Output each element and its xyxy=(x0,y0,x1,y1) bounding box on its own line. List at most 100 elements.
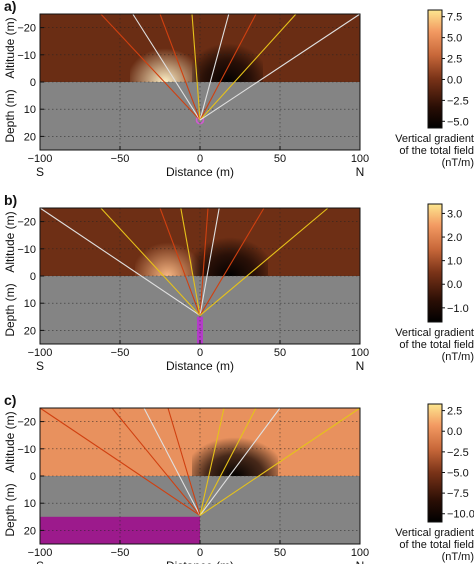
y-axis-label-depth: Depth (m) xyxy=(3,483,17,536)
x-tick-label: −100 xyxy=(28,153,53,165)
ray-line xyxy=(199,407,225,516)
x-tick-label: 100 xyxy=(351,547,369,559)
ray-line xyxy=(111,407,201,516)
ray-line xyxy=(199,207,209,316)
ray-line xyxy=(199,13,297,121)
y-tick-label: 0 xyxy=(30,471,36,483)
colorbar xyxy=(427,203,443,323)
x-tick-label: 0 xyxy=(197,547,203,559)
colorbar xyxy=(427,9,443,129)
x-tick-label: 0 xyxy=(197,347,203,359)
ray-line xyxy=(100,207,201,316)
y-tick-label: −10 xyxy=(17,444,36,456)
colorbar-label: of the total field xyxy=(399,145,474,157)
y-axis-label-altitude: Altitude (m) xyxy=(3,211,17,272)
direction-north: N xyxy=(356,165,365,179)
colorbar-tick-label: 2.5 xyxy=(447,54,462,66)
ray-line xyxy=(199,13,257,121)
x-axis-label: Distance (m) xyxy=(166,559,234,564)
panel-label: a) xyxy=(4,0,16,14)
ray-line xyxy=(180,207,201,316)
colorbar-tick-label: −2.5 xyxy=(447,447,469,459)
y-axis-label-depth: Depth (m) xyxy=(3,89,17,142)
y-axis-label-altitude: Altitude (m) xyxy=(3,411,17,472)
x-tick-label: 50 xyxy=(274,153,286,165)
ray-line xyxy=(143,407,201,516)
ray-line xyxy=(191,13,201,121)
y-tick-label: 10 xyxy=(24,104,36,116)
ray-line xyxy=(159,207,201,316)
ray-line xyxy=(199,13,361,121)
y-tick-label: 20 xyxy=(24,131,36,143)
x-tick-label: −50 xyxy=(111,347,130,359)
positive-anomaly xyxy=(135,214,200,276)
colorbar-tick-label: 0.0 xyxy=(447,279,462,291)
y-tick-label: 10 xyxy=(24,298,36,310)
x-tick-label: 50 xyxy=(274,547,286,559)
colorbar-tick-label: −7.5 xyxy=(447,488,469,500)
x-tick-label: −50 xyxy=(111,153,130,165)
x-tick-label: −50 xyxy=(111,547,130,559)
ray-line xyxy=(199,407,361,516)
positive-anomaly xyxy=(130,20,200,82)
x-tick-label: −100 xyxy=(28,347,53,359)
ray-line xyxy=(159,13,201,121)
x-tick-label: −100 xyxy=(28,547,53,559)
panel-b xyxy=(39,203,445,345)
x-tick-label: 0 xyxy=(197,153,203,165)
colorbar-tick-label: 5.0 xyxy=(447,33,462,45)
direction-south: S xyxy=(36,559,44,564)
colorbar-label: (nT/m) xyxy=(442,351,474,363)
colorbar-tick-label: 0.0 xyxy=(447,426,462,438)
colorbar-tick-label: 2.5 xyxy=(447,406,462,418)
direction-south: S xyxy=(36,165,44,179)
ray-line xyxy=(100,13,201,121)
ray-line xyxy=(167,407,201,516)
panel-c xyxy=(39,403,445,545)
y-tick-label: −20 xyxy=(17,417,36,429)
ray-line xyxy=(199,207,265,316)
colorbar-tick-label: 3.0 xyxy=(447,208,462,220)
colorbar-label: Vertical gradient xyxy=(395,327,474,339)
x-tick-label: 100 xyxy=(351,347,369,359)
y-tick-label: 20 xyxy=(24,325,36,337)
direction-north: N xyxy=(356,359,365,373)
direction-north: N xyxy=(356,559,365,564)
colorbar-tick-label: −5.0 xyxy=(447,467,469,479)
colorbar xyxy=(427,403,443,523)
y-tick-label: 10 xyxy=(24,498,36,510)
colorbar-label: of the total field xyxy=(399,539,474,551)
y-tick-label: −20 xyxy=(17,217,36,229)
x-tick-label: 50 xyxy=(274,347,286,359)
direction-south: S xyxy=(36,359,44,373)
y-tick-label: 0 xyxy=(30,77,36,89)
negative-anomaly xyxy=(192,411,278,476)
colorbar-label: Vertical gradient xyxy=(395,133,474,145)
y-tick-label: 0 xyxy=(30,271,36,283)
y-axis-label-depth: Depth (m) xyxy=(3,283,17,336)
colorbar-tick-label: 7.5 xyxy=(447,12,462,24)
panel-label: c) xyxy=(4,392,16,408)
x-axis-label: Distance (m) xyxy=(166,165,234,179)
ray-line xyxy=(199,13,230,121)
ray-line xyxy=(199,407,281,516)
colorbar-label: (nT/m) xyxy=(442,157,474,169)
colorbar-label: of the total field xyxy=(399,339,474,351)
colorbar-tick-label: 2.0 xyxy=(447,232,462,244)
negative-anomaly xyxy=(192,17,263,82)
ray-line xyxy=(39,407,201,516)
colorbar-tick-label: −5.0 xyxy=(447,116,469,128)
colorbar-tick-label: 1.0 xyxy=(447,256,462,268)
x-tick-label: 100 xyxy=(351,153,369,165)
colorbar-label: (nT/m) xyxy=(442,551,474,563)
y-tick-label: 20 xyxy=(24,525,36,537)
colorbar-tick-label: −10.0 xyxy=(447,509,474,521)
y-tick-label: −10 xyxy=(17,50,36,62)
colorbar-tick-label: −2.5 xyxy=(447,95,469,107)
y-axis-label-altitude: Altitude (m) xyxy=(3,17,17,78)
panel-label: b) xyxy=(4,192,17,208)
colorbar-tick-label: −1.0 xyxy=(447,303,469,315)
y-tick-label: −10 xyxy=(17,244,36,256)
ray-line xyxy=(199,407,257,516)
ray-line xyxy=(132,13,201,121)
